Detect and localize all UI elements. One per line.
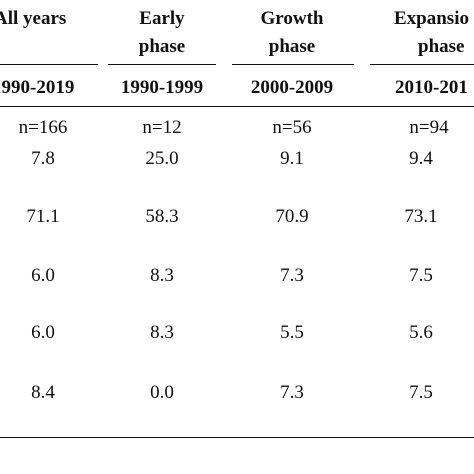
table-cell: 8.4 xyxy=(31,382,55,403)
col-header-growth: Growth xyxy=(260,8,324,29)
table-cell: 7.5 xyxy=(409,382,433,403)
n-early: n=12 xyxy=(142,117,182,138)
col-header-early: Early xyxy=(139,8,185,29)
table-bottom-rule xyxy=(0,437,474,438)
table-cell: 70.9 xyxy=(275,206,309,227)
table-cell: 7.3 xyxy=(280,382,304,403)
n-expansion: n=94 xyxy=(409,117,449,138)
table-cell: 8.3 xyxy=(150,322,174,343)
table-cell: 9.1 xyxy=(280,148,304,169)
col-subheader-expansion: phase xyxy=(418,36,465,57)
col-header-expansion: Expansio xyxy=(394,8,469,29)
col-subheader-early: phase xyxy=(138,36,186,57)
col-years-all: 1990-2019 xyxy=(0,77,75,98)
header-bottom-rule xyxy=(0,106,474,107)
table-cell: 9.4 xyxy=(409,148,433,169)
col-years-early: 1990-1999 xyxy=(120,77,204,98)
header-rule-growth xyxy=(232,64,354,65)
col-subheader-growth: phase xyxy=(268,36,316,57)
table-cell: 7.8 xyxy=(31,148,55,169)
table-cell: 8.3 xyxy=(150,265,174,286)
table-cell: 71.1 xyxy=(26,206,60,227)
col-header-all-years: All years xyxy=(0,8,67,29)
col-years-growth: 2000-2009 xyxy=(250,77,334,98)
n-all: n=166 xyxy=(18,117,68,138)
header-rule-early xyxy=(108,64,216,65)
n-growth: n=56 xyxy=(272,117,312,138)
table-cell: 7.3 xyxy=(280,265,304,286)
table-cell: 5.5 xyxy=(280,322,304,343)
header-rule-expansion xyxy=(370,64,474,65)
table-cell: 58.3 xyxy=(145,206,179,227)
table-cell: 0.0 xyxy=(150,382,174,403)
header-rule-all-years xyxy=(0,64,98,65)
table-cell: 25.0 xyxy=(145,148,179,169)
table-cell: 6.0 xyxy=(31,322,55,343)
table-cell: 6.0 xyxy=(31,265,55,286)
col-years-expansion: 2010-201 xyxy=(395,77,468,98)
table-cell: 7.5 xyxy=(409,265,433,286)
table-cell: 73.1 xyxy=(404,206,438,227)
table-cell: 5.6 xyxy=(409,322,433,343)
